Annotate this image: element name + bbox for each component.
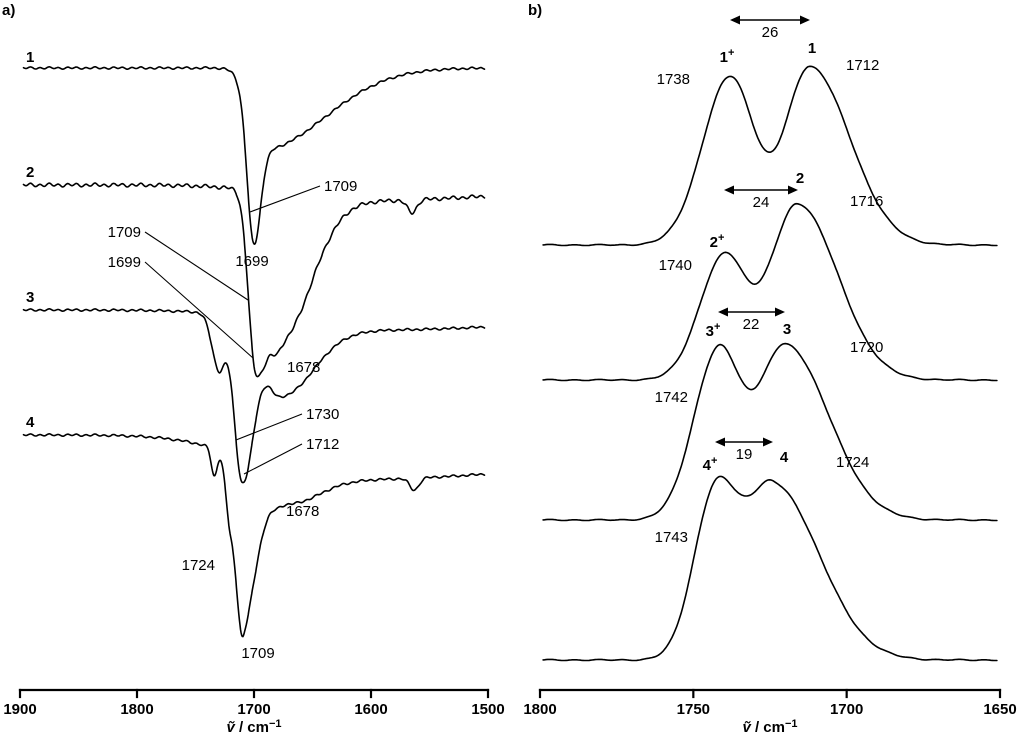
peak-label: 1699 bbox=[108, 254, 141, 271]
peak-label: 1712 bbox=[306, 436, 339, 453]
x-axis-title: ṽ / cm−1 bbox=[226, 718, 281, 736]
leader-line bbox=[144, 261, 254, 359]
trace-num: 3 bbox=[26, 289, 34, 306]
separation-value: 22 bbox=[743, 316, 760, 333]
x-tick-label: 1650 bbox=[983, 701, 1016, 718]
arrowhead-left bbox=[724, 185, 734, 195]
peak-label: 1709 bbox=[324, 178, 357, 195]
peak-label: 1724 bbox=[182, 557, 215, 574]
arrowhead-left bbox=[730, 15, 740, 25]
peak-num: 3 bbox=[783, 321, 791, 338]
arrowhead-right bbox=[763, 437, 773, 447]
arrowhead-right bbox=[788, 185, 798, 195]
x-tick-label: 1800 bbox=[523, 701, 556, 718]
x-tick-label: 1700 bbox=[237, 701, 270, 718]
peak-num: 2+ bbox=[710, 232, 725, 251]
spectrum-trace-1 bbox=[22, 66, 486, 245]
leader-line bbox=[243, 443, 303, 475]
arrowhead-right bbox=[775, 307, 785, 317]
arrowhead-left bbox=[715, 437, 725, 447]
spectrum-trace-4 bbox=[22, 433, 486, 638]
spectrum-trace-3 bbox=[22, 308, 486, 484]
peak-label: 1678 bbox=[286, 503, 319, 520]
peak-label: 1730 bbox=[306, 406, 339, 423]
peak-label: 1740 bbox=[659, 257, 692, 274]
x-axis-title: ṽ / cm−1 bbox=[742, 718, 797, 736]
spectrum-trace-4 bbox=[542, 475, 998, 662]
arrowhead-right bbox=[800, 15, 810, 25]
separation-value: 24 bbox=[753, 194, 770, 211]
arrowhead-left bbox=[718, 307, 728, 317]
spectrum-trace-3 bbox=[542, 342, 998, 522]
x-tick-label: 1800 bbox=[120, 701, 153, 718]
peak-num: 4+ bbox=[703, 455, 718, 474]
peak-label: 1678 bbox=[287, 359, 320, 376]
peak-num: 1+ bbox=[720, 47, 735, 66]
peak-label: 1742 bbox=[655, 389, 688, 406]
separation-value: 19 bbox=[736, 446, 753, 463]
peak-num: 1 bbox=[808, 40, 816, 57]
peak-label: 1699 bbox=[235, 253, 268, 270]
peak-label: 1720 bbox=[850, 339, 883, 356]
panel-b-label: b) bbox=[528, 2, 543, 19]
peak-num: 3+ bbox=[706, 321, 721, 340]
spectrum-trace-2 bbox=[542, 202, 998, 382]
spectrum-trace-2 bbox=[22, 182, 486, 378]
trace-num: 2 bbox=[26, 164, 34, 181]
leader-line bbox=[144, 231, 249, 301]
peak-label: 1709 bbox=[108, 224, 141, 241]
leader-line bbox=[249, 185, 321, 213]
x-tick-label: 1900 bbox=[3, 701, 36, 718]
x-tick-label: 1600 bbox=[354, 701, 387, 718]
peak-label: 1738 bbox=[657, 71, 690, 88]
panel-a-label: a) bbox=[2, 2, 16, 19]
peak-num: 4 bbox=[780, 449, 789, 466]
x-tick-label: 1700 bbox=[830, 701, 863, 718]
peak-label: 1724 bbox=[836, 454, 869, 471]
separation-value: 26 bbox=[762, 24, 779, 41]
x-tick-label: 1750 bbox=[677, 701, 710, 718]
peak-label: 1716 bbox=[850, 193, 883, 210]
peak-label: 1709 bbox=[241, 645, 274, 662]
peak-label: 1743 bbox=[655, 529, 688, 546]
spectrum-trace-1 bbox=[542, 65, 998, 247]
leader-line bbox=[235, 413, 303, 441]
peak-label: 1712 bbox=[846, 57, 879, 74]
panel-a: 1900 1800 1700 1600 1500 ṽ / cm−1 1 2 3 4 1709 1699… bbox=[3, 49, 504, 736]
trace-num: 1 bbox=[26, 49, 34, 66]
trace-num: 4 bbox=[26, 414, 35, 431]
panel-b: 1800 1750 1700 1650 ṽ / cm−1 1+ 1 1738 1712 2 2+ 17… bbox=[523, 15, 1017, 736]
x-tick-label: 1500 bbox=[471, 701, 504, 718]
peak-num: 2 bbox=[796, 170, 804, 187]
